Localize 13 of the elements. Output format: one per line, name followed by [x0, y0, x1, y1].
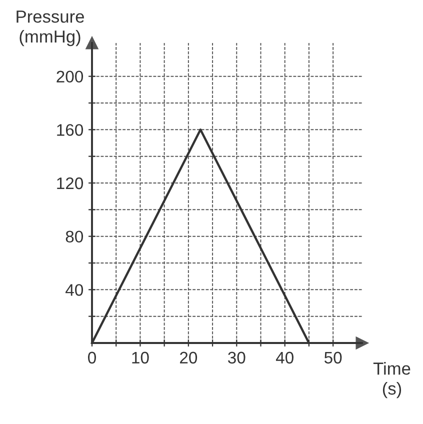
y-tick-label: 40: [66, 284, 84, 296]
x-tick-label: 10: [132, 352, 149, 364]
y-tick-label: 160: [57, 124, 84, 136]
x-tick-label: 30: [228, 352, 246, 364]
y-tick-label: 80: [66, 230, 84, 243]
x-axis-title: Time (s): [373, 362, 410, 398]
y-tick-label: 200: [56, 70, 84, 83]
y-tick-label: 120: [57, 177, 84, 190]
y-axis-title: Pressure (mmHg): [16, 10, 84, 46]
x-tick-label: 20: [180, 352, 198, 364]
x-tick-label: 40: [276, 352, 294, 364]
x-tick-label: 50: [324, 352, 342, 364]
x-tick-label: 0: [88, 352, 96, 364]
